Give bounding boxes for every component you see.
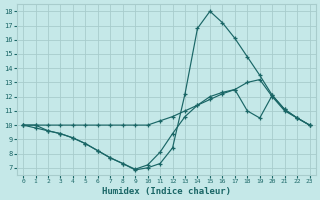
- X-axis label: Humidex (Indice chaleur): Humidex (Indice chaleur): [102, 187, 231, 196]
